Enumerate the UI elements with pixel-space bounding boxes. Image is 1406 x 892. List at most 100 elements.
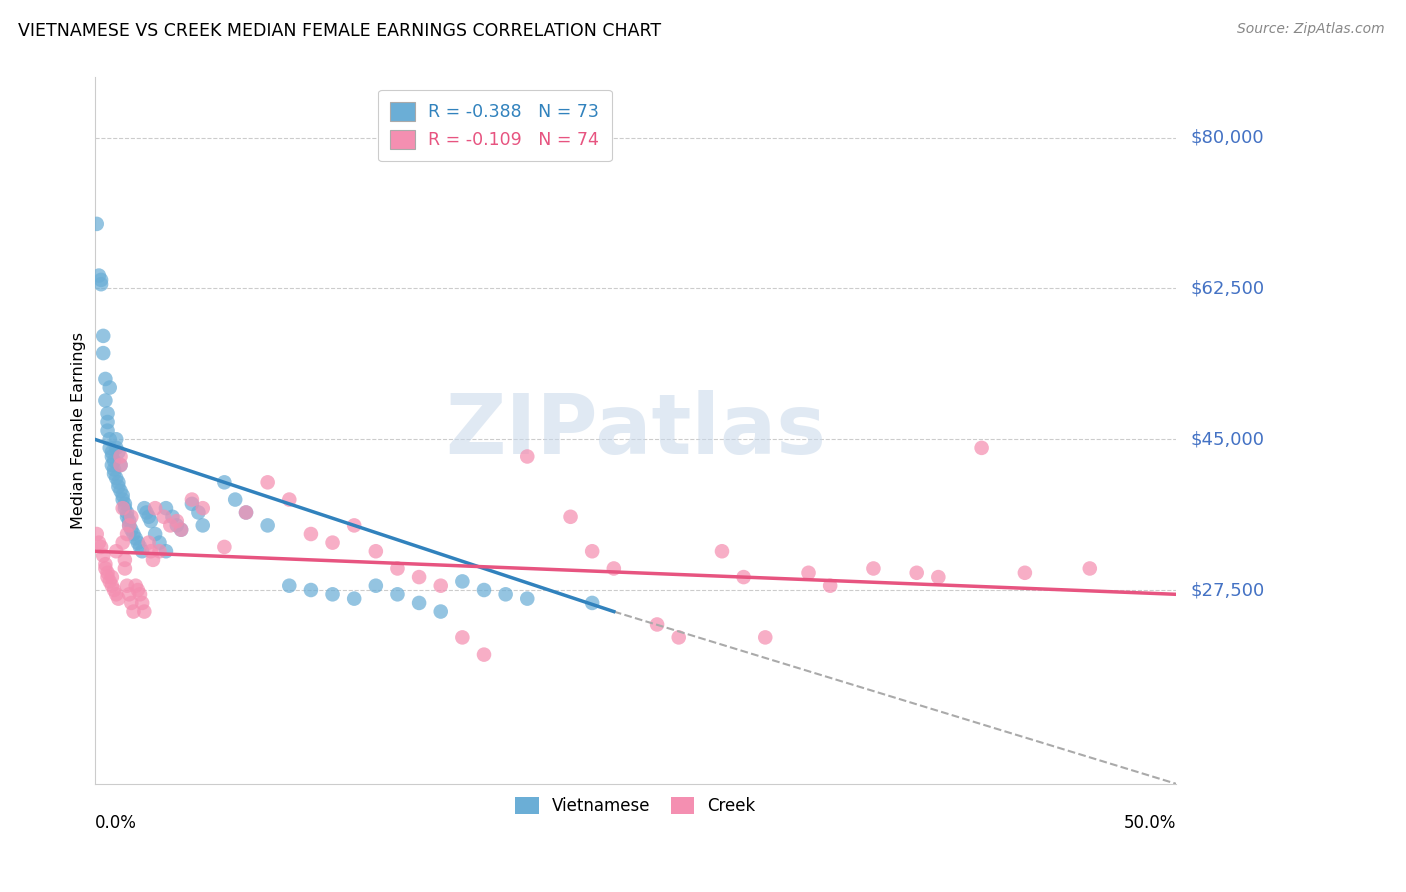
Point — [90, 273, 112, 287]
Text: ZIPatlas: ZIPatlas — [444, 390, 825, 471]
Point — [105, 471, 128, 485]
Point — [166, 518, 188, 533]
Point — [91, 549, 114, 563]
Point — [905, 566, 928, 580]
Point — [387, 587, 409, 601]
Point — [927, 570, 949, 584]
Point — [1078, 561, 1101, 575]
Point — [118, 518, 141, 533]
Point — [96, 570, 118, 584]
Point — [105, 441, 128, 455]
Point — [120, 509, 142, 524]
Y-axis label: Median Female Earnings: Median Female Earnings — [72, 332, 86, 529]
Point — [343, 591, 366, 606]
Point — [138, 509, 160, 524]
Point — [94, 561, 117, 575]
Point — [235, 506, 257, 520]
Point — [122, 605, 145, 619]
Text: 0.0%: 0.0% — [94, 814, 136, 832]
Point — [111, 492, 134, 507]
Point — [110, 458, 132, 472]
Point — [115, 506, 138, 520]
Point — [187, 506, 209, 520]
Point — [191, 501, 214, 516]
Point — [118, 514, 141, 528]
Point — [159, 518, 181, 533]
Point — [111, 535, 134, 549]
Point — [107, 480, 129, 494]
Point — [96, 415, 118, 429]
Point — [148, 535, 170, 549]
Point — [299, 527, 322, 541]
Point — [818, 579, 841, 593]
Point — [387, 561, 409, 575]
Point — [142, 553, 165, 567]
Point — [1014, 566, 1036, 580]
Point — [181, 497, 204, 511]
Text: $45,000: $45,000 — [1191, 430, 1264, 449]
Point — [125, 579, 148, 593]
Point — [322, 535, 344, 549]
Point — [131, 596, 153, 610]
Point — [96, 566, 118, 580]
Text: VIETNAMESE VS CREEK MEDIAN FEMALE EARNINGS CORRELATION CHART: VIETNAMESE VS CREEK MEDIAN FEMALE EARNIN… — [18, 22, 661, 40]
Point — [91, 329, 114, 343]
Point — [110, 458, 132, 472]
Point — [129, 587, 152, 601]
Point — [278, 492, 301, 507]
Point — [181, 492, 204, 507]
Point — [96, 406, 118, 420]
Point — [214, 540, 236, 554]
Point — [127, 582, 149, 597]
Text: Source: ZipAtlas.com: Source: ZipAtlas.com — [1237, 22, 1385, 37]
Point — [645, 617, 668, 632]
Point — [155, 544, 177, 558]
Point — [603, 561, 626, 575]
Point — [90, 277, 112, 292]
Point — [472, 648, 495, 662]
Point — [114, 497, 136, 511]
Point — [139, 514, 162, 528]
Point — [111, 501, 134, 516]
Point — [408, 570, 430, 584]
Point — [118, 587, 141, 601]
Point — [122, 527, 145, 541]
Point — [495, 587, 517, 601]
Point — [111, 488, 134, 502]
Point — [98, 380, 121, 394]
Point — [322, 587, 344, 601]
Text: $80,000: $80,000 — [1191, 128, 1264, 147]
Point — [129, 540, 152, 554]
Point — [162, 509, 184, 524]
Point — [139, 544, 162, 558]
Point — [103, 454, 125, 468]
Point — [170, 523, 193, 537]
Point — [516, 591, 538, 606]
Point — [118, 518, 141, 533]
Point — [114, 501, 136, 516]
Point — [256, 518, 278, 533]
Point — [103, 462, 125, 476]
Point — [797, 566, 820, 580]
Point — [364, 544, 387, 558]
Point — [581, 596, 603, 610]
Point — [451, 574, 474, 589]
Point — [90, 540, 112, 554]
Point — [299, 582, 322, 597]
Text: $27,500: $27,500 — [1191, 581, 1264, 599]
Point — [98, 574, 121, 589]
Point — [120, 523, 142, 537]
Point — [101, 579, 124, 593]
Point — [364, 579, 387, 593]
Point — [131, 544, 153, 558]
Point — [86, 217, 108, 231]
Point — [114, 553, 136, 567]
Point — [114, 561, 136, 575]
Point — [105, 587, 128, 601]
Point — [98, 432, 121, 446]
Point — [224, 492, 246, 507]
Point — [138, 535, 160, 549]
Point — [170, 523, 193, 537]
Point — [107, 591, 129, 606]
Point — [429, 605, 451, 619]
